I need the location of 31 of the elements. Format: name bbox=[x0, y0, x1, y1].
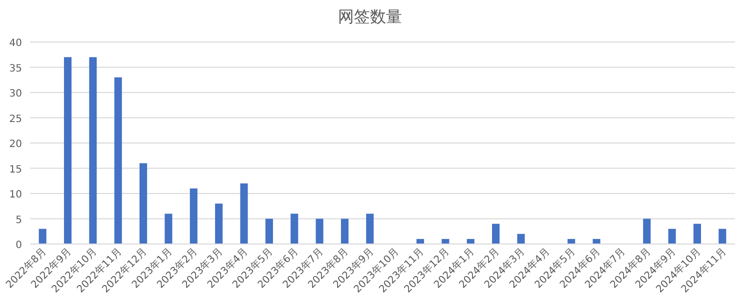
y-tick-label: 10 bbox=[9, 190, 22, 200]
chart-title: 网签数量 bbox=[338, 7, 402, 26]
bar bbox=[114, 77, 122, 244]
bar bbox=[215, 204, 223, 244]
bar bbox=[290, 214, 298, 244]
y-tick-label: 0 bbox=[16, 240, 22, 251]
bar bbox=[265, 218, 273, 244]
y-tick-label: 15 bbox=[9, 164, 22, 176]
bar bbox=[38, 228, 46, 244]
y-tick-label: 5 bbox=[16, 214, 22, 226]
bar bbox=[64, 57, 72, 244]
bar bbox=[517, 234, 525, 244]
bar bbox=[89, 57, 97, 244]
y-tick-label: 30 bbox=[9, 88, 22, 100]
bar bbox=[668, 228, 676, 244]
y-tick-label: 40 bbox=[9, 38, 22, 49]
bar bbox=[190, 188, 198, 244]
bar bbox=[366, 214, 374, 244]
bar bbox=[240, 183, 248, 244]
bar bbox=[718, 228, 726, 244]
y-tick-label: 25 bbox=[9, 114, 22, 125]
bar bbox=[592, 238, 600, 244]
y-tick-label: 20 bbox=[9, 139, 22, 150]
bar bbox=[140, 163, 148, 244]
bar bbox=[693, 224, 702, 244]
y-tick-label: 35 bbox=[9, 63, 22, 74]
bar bbox=[316, 218, 324, 244]
bar bbox=[164, 214, 172, 244]
bar bbox=[492, 224, 500, 244]
bar bbox=[340, 218, 349, 244]
bar bbox=[643, 218, 651, 244]
